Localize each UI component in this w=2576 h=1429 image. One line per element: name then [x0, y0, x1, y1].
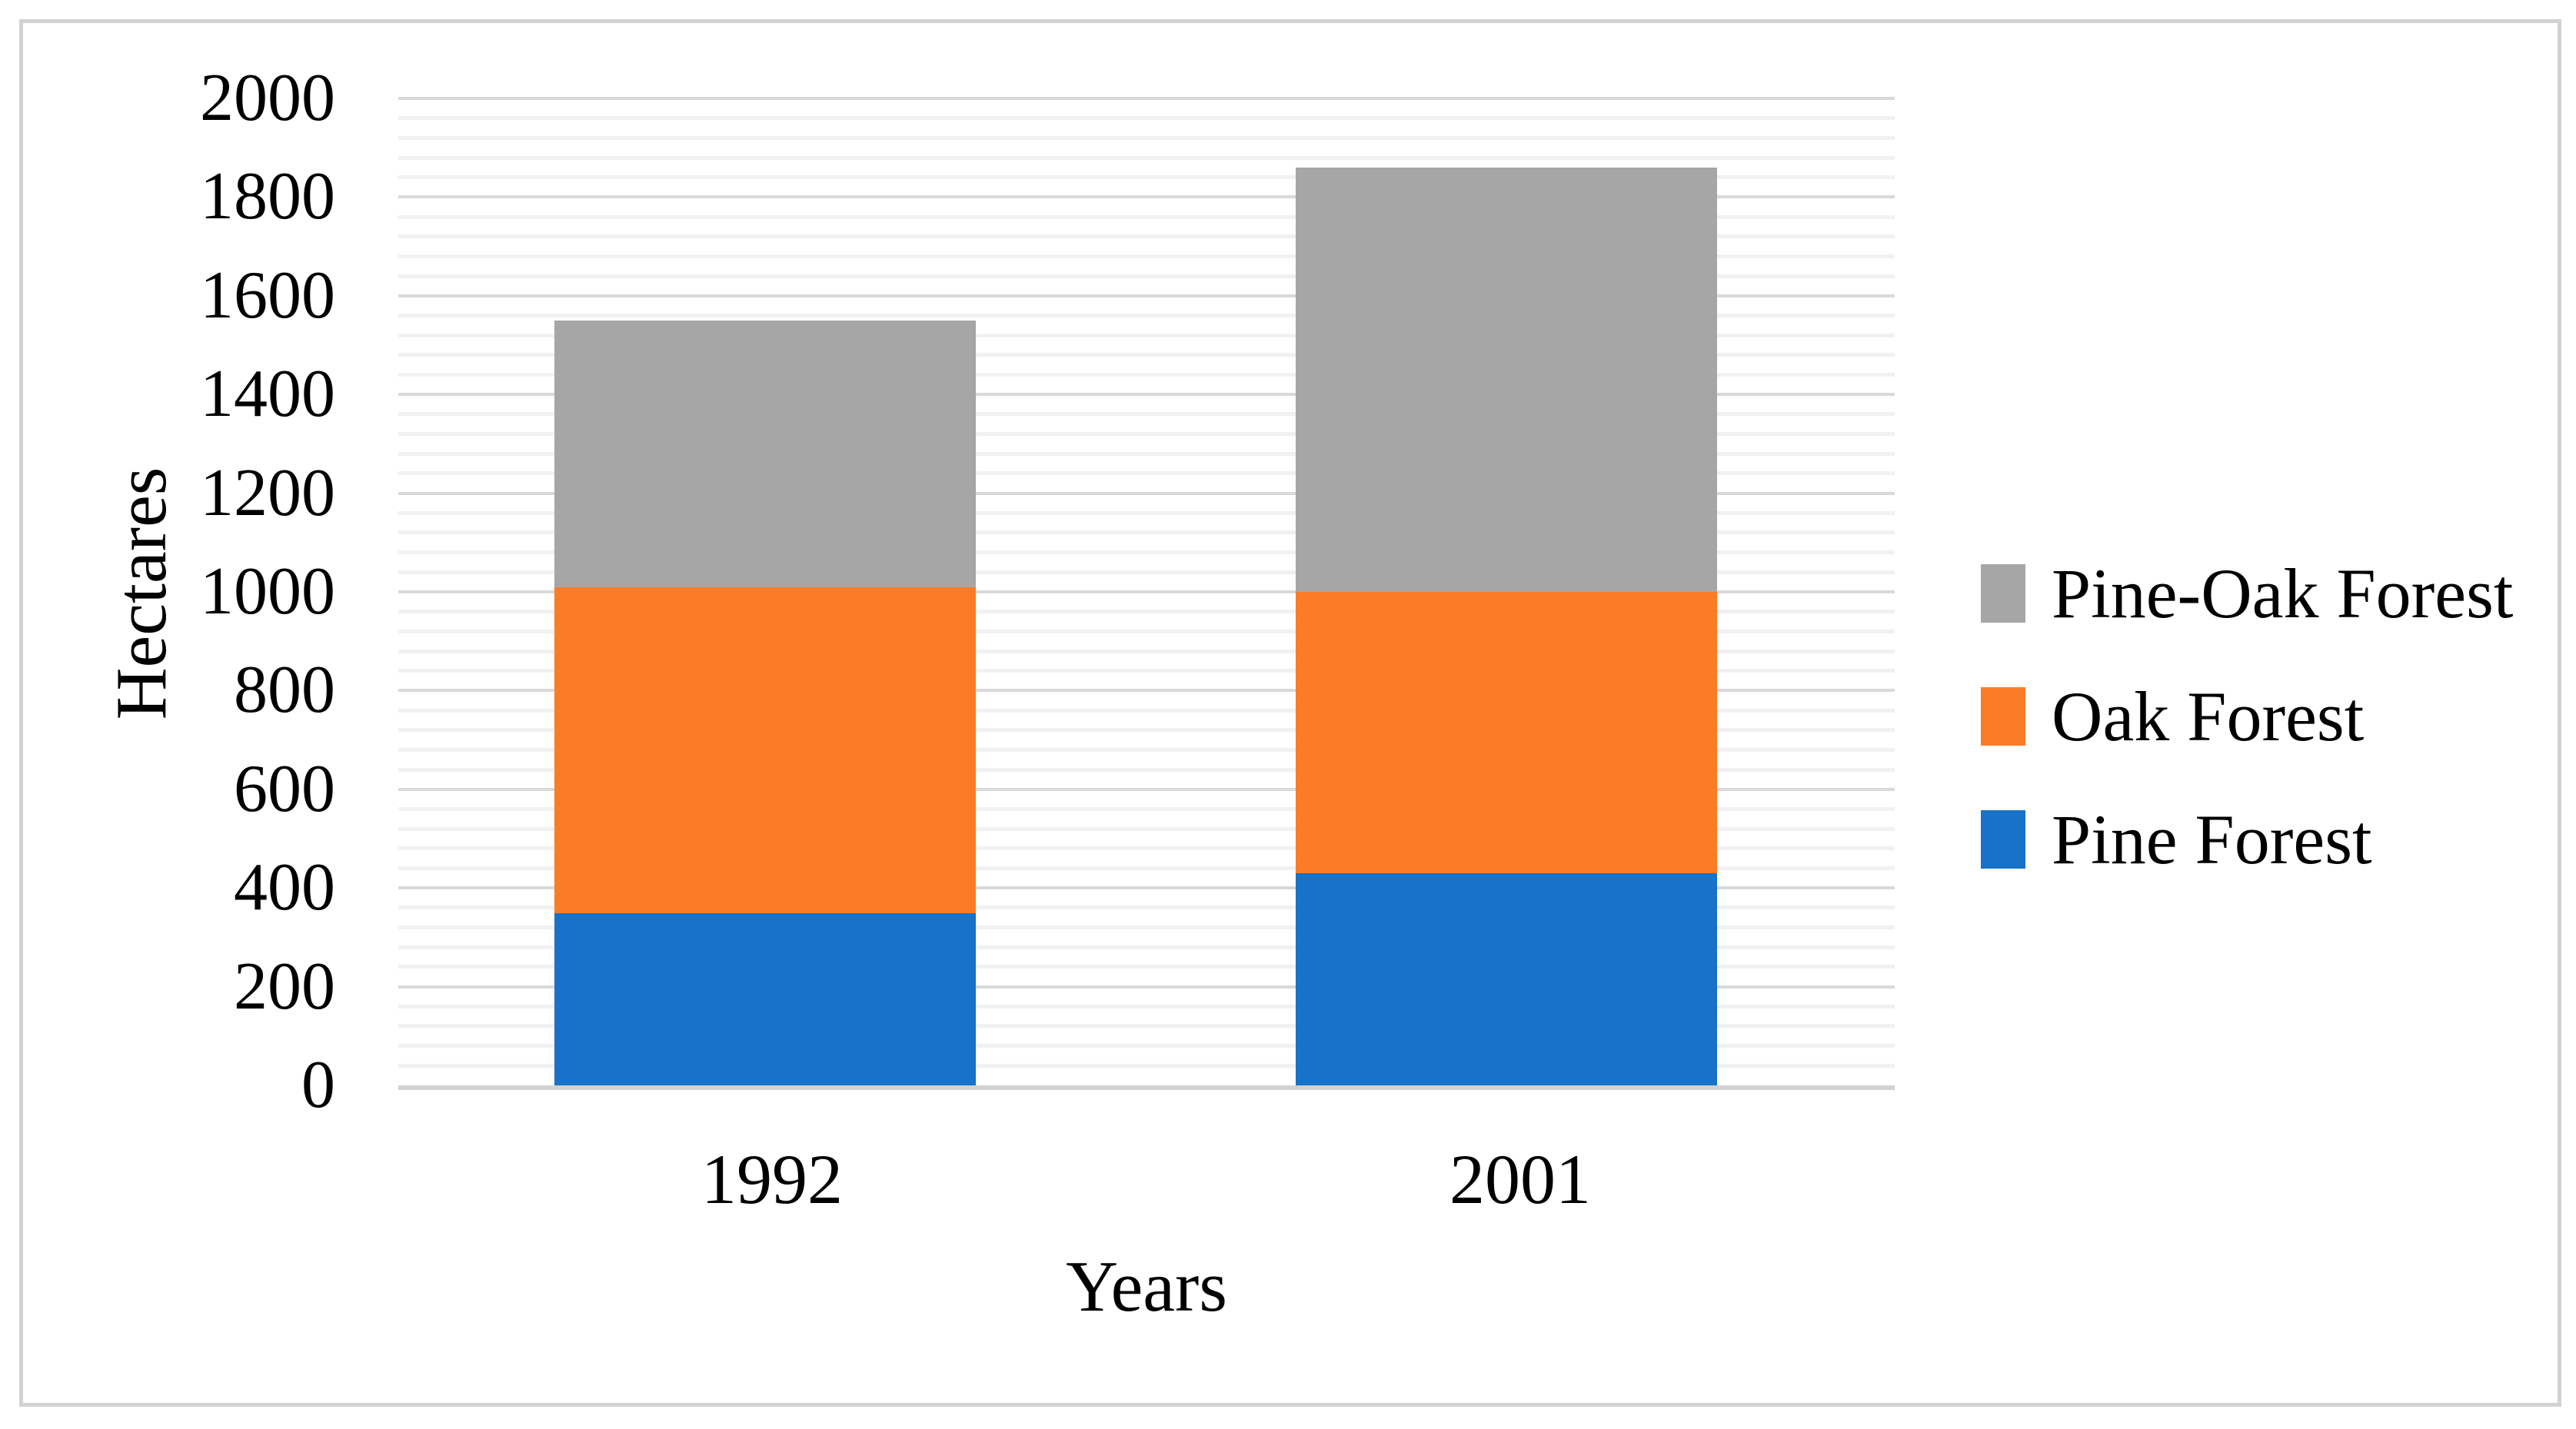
bar-segment-oak-forest-2001 [1296, 592, 1717, 873]
gridline-major [398, 985, 1895, 989]
y-tick-label-800: 800 [234, 653, 335, 727]
gridline-minor [398, 807, 1895, 811]
y-tick-label-600: 600 [234, 752, 335, 826]
y-tick-label-200: 200 [234, 949, 335, 1024]
x-tick-label-2001: 2001 [1449, 1140, 1591, 1218]
figure-border [19, 19, 2561, 1407]
gridline-minor [398, 709, 1895, 713]
x-tick-label-1992: 1992 [701, 1140, 843, 1218]
gridline-minor [398, 945, 1895, 949]
x-axis-line [398, 1085, 1895, 1090]
gridline-minor [398, 669, 1895, 673]
y-tick-label-1000: 1000 [200, 554, 335, 629]
legend-item-pine-forest: Pine Forest [1981, 797, 2372, 882]
gridline-minor [398, 471, 1895, 475]
y-tick-label-1800: 1800 [200, 159, 335, 234]
gridline-minor [398, 846, 1895, 850]
legend-swatch-pine-forest [1981, 810, 2025, 869]
legend-item-oak-forest: Oak Forest [1981, 674, 2364, 759]
gridline-minor [398, 136, 1895, 140]
gridline-minor [398, 768, 1895, 772]
gridline-minor [398, 748, 1895, 752]
gridline-minor [398, 610, 1895, 613]
y-axis-title: Hectares [102, 467, 181, 720]
gridline-minor [398, 1064, 1895, 1068]
gridline-major [398, 294, 1895, 297]
gridline-major [398, 689, 1895, 692]
y-tick-label-1600: 1600 [200, 258, 335, 333]
bar-segment-pine-oak-forest-1992 [554, 321, 976, 587]
gridline-minor [398, 175, 1895, 179]
gridline-major [398, 97, 1895, 100]
legend-item-pine-oak-forest: Pine-Oak Forest [1981, 551, 2513, 636]
gridline-minor [398, 412, 1895, 416]
y-tick-label-0: 0 [301, 1048, 335, 1122]
gridline-minor [398, 550, 1895, 554]
gridline-minor [398, 650, 1895, 653]
y-tick-label-2000: 2000 [200, 61, 335, 135]
gridline-minor [398, 215, 1895, 219]
bar-segment-pine-forest-2001 [1296, 873, 1717, 1085]
bar-segment-oak-forest-1992 [554, 587, 976, 913]
y-tick-label-1400: 1400 [200, 357, 335, 431]
gridline-minor [398, 1044, 1895, 1048]
legend-label-oak-forest: Oak Forest [2052, 677, 2365, 756]
gridline-minor [398, 827, 1895, 831]
bar-segment-pine-oak-forest-2001 [1296, 168, 1717, 592]
legend-label-pine-oak-forest: Pine-Oak Forest [2052, 554, 2514, 633]
gridline-minor [398, 353, 1895, 357]
bar-segment-pine-forest-1992 [554, 912, 976, 1085]
gridline-minor [398, 156, 1895, 160]
gridline-minor [398, 274, 1895, 278]
y-tick-label-400: 400 [234, 850, 335, 925]
gridline-minor [398, 866, 1895, 870]
gridline-minor [398, 906, 1895, 909]
gridline-minor [398, 314, 1895, 317]
gridline-major [398, 393, 1895, 396]
gridline-major [398, 195, 1895, 198]
gridline-major [398, 590, 1895, 593]
x-axis-title: Years [1066, 1247, 1227, 1327]
gridline-minor [398, 530, 1895, 534]
gridline-minor [398, 926, 1895, 929]
gridline-minor [398, 254, 1895, 258]
gridline-minor [398, 570, 1895, 574]
y-tick-label-1200: 1200 [200, 456, 335, 530]
gridline-minor [398, 728, 1895, 732]
gridline-minor [398, 630, 1895, 633]
gridline-minor [398, 1024, 1895, 1028]
gridline-major [398, 788, 1895, 791]
gridline-major [398, 886, 1895, 889]
gridline-minor [398, 1005, 1895, 1009]
gridline-minor [398, 234, 1895, 238]
gridline-minor [398, 452, 1895, 456]
gridline-minor [398, 965, 1895, 969]
gridline-minor [398, 511, 1895, 515]
legend-swatch-pine-oak-forest [1981, 564, 2025, 623]
gridline-minor [398, 116, 1895, 120]
legend-label-pine-forest: Pine Forest [2052, 800, 2372, 879]
legend-swatch-oak-forest [1981, 687, 2025, 746]
gridline-minor [398, 432, 1895, 436]
gridline-minor [398, 334, 1895, 337]
gridline-minor [398, 373, 1895, 377]
gridline-major [398, 492, 1895, 495]
